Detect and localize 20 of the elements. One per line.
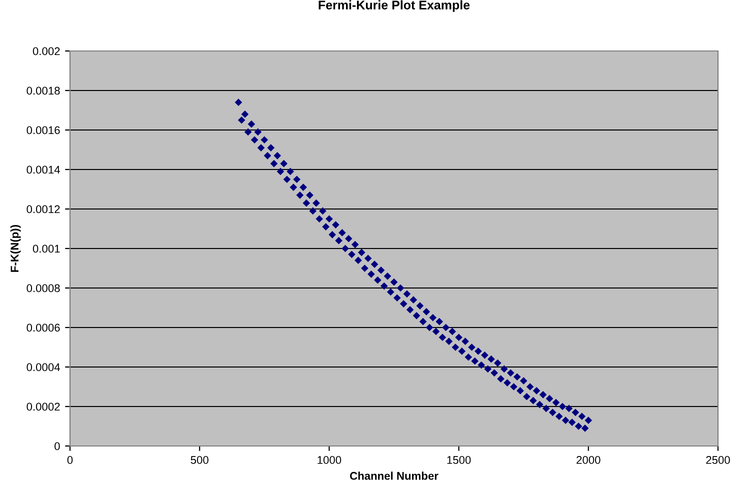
x-tick-label: 500: [190, 456, 208, 464]
x-tick-label: 1000: [318, 456, 342, 464]
x-tick-label: 0: [67, 456, 73, 464]
y-axis-title: F-K(N(p)): [10, 224, 21, 272]
y-tick-label: 0.001: [32, 244, 60, 253]
x-axis-title: Channel Number: [350, 472, 438, 480]
y-tick-label: 0: [54, 442, 60, 450]
chart-title: Fermi-Kurie Plot Example: [318, 0, 470, 12]
y-tick-label: 0.0016: [26, 126, 60, 134]
y-tick-label: 0.0018: [26, 86, 60, 95]
y-tick-label: 0.0008: [26, 284, 60, 292]
y-tick-label: 0.0014: [26, 166, 60, 174]
x-tick-label: 2500: [706, 456, 730, 464]
y-tick-label: 0.0002: [26, 402, 60, 411]
x-tick-label: 2000: [576, 456, 600, 464]
y-tick-label: 0.0006: [26, 324, 60, 332]
x-tick-label: 1500: [447, 456, 471, 464]
y-tick-label: 0.002: [32, 47, 60, 56]
y-tick-label: 0.0004: [26, 363, 60, 372]
y-tick-label: 0.0012: [26, 205, 60, 214]
